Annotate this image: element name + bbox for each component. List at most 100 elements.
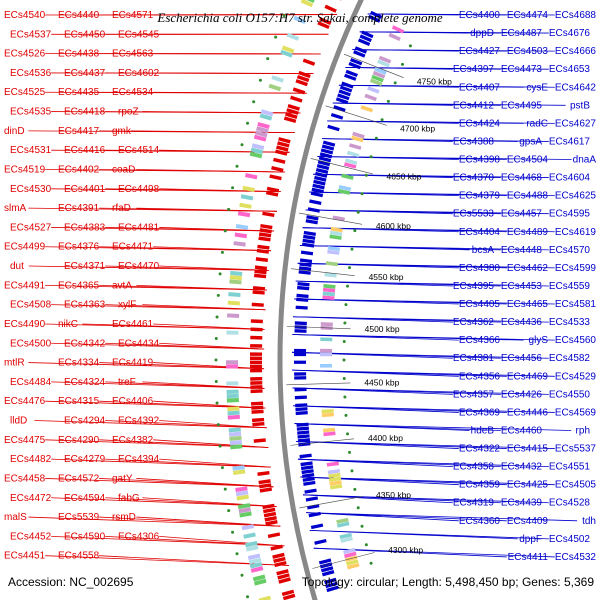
forward-gene-label[interactable]: ECs4279	[64, 454, 106, 465]
forward-gene-label[interactable]: ECs4500	[10, 338, 52, 349]
reverse-gene-label[interactable]: ECs4395	[453, 281, 495, 292]
reverse-gene-label[interactable]: ECs4595	[549, 209, 591, 220]
reverse-gene-label[interactable]: glyS	[529, 335, 549, 346]
forward-gene-label[interactable]: ECs4534	[112, 87, 154, 98]
reverse-gene-label[interactable]: ECs4397	[453, 64, 495, 75]
forward-gene-label[interactable]: ECs4536	[10, 68, 52, 79]
forward-gene-label[interactable]: ECs4540	[4, 10, 46, 21]
forward-gene-label[interactable]: avtA	[112, 280, 132, 291]
forward-gene-label[interactable]: ECs4572	[58, 473, 100, 484]
forward-gene-label[interactable]: ECs4451	[4, 551, 46, 562]
reverse-gene-label[interactable]: ECs4407	[459, 82, 501, 93]
forward-gene-label[interactable]: ECs4563	[112, 49, 154, 60]
forward-gene-label[interactable]: ECs5539	[58, 512, 100, 523]
forward-gene-label[interactable]: ECs4365	[58, 280, 100, 291]
forward-gene-label[interactable]: ECs4452	[10, 531, 52, 542]
reverse-gene-label[interactable]: ECs4360	[459, 516, 501, 527]
reverse-gene-label[interactable]: rph	[576, 425, 590, 436]
forward-gene-label[interactable]: gatY	[112, 473, 133, 484]
forward-gene-label[interactable]: ECs4376	[58, 242, 100, 253]
forward-gene-label[interactable]: ECs4418	[64, 107, 106, 118]
reverse-gene-label[interactable]: dppD	[470, 28, 494, 39]
forward-gene-label[interactable]: ECs4440	[58, 10, 100, 21]
forward-gene-label[interactable]: ECs4461	[112, 319, 154, 330]
reverse-gene-label[interactable]: ECs4426	[501, 389, 543, 400]
reverse-gene-label[interactable]: ECs5537	[555, 444, 597, 455]
reverse-gene-label[interactable]: ECs4439	[501, 498, 543, 509]
reverse-gene-label[interactable]: ECs4412	[453, 100, 495, 111]
reverse-gene-label[interactable]: ECs4468	[501, 173, 543, 184]
reverse-gene-label[interactable]: ECs4448	[501, 245, 543, 256]
reverse-gene-label[interactable]: ECs4379	[459, 191, 501, 202]
forward-gene-label[interactable]: lldD	[10, 416, 27, 427]
forward-gene-label[interactable]: ECs4514	[118, 145, 160, 156]
reverse-gene-label[interactable]: ECs4465	[507, 299, 549, 310]
reverse-gene-label[interactable]: ECs4460	[501, 425, 543, 436]
reverse-gene-label[interactable]: cysE	[526, 82, 548, 93]
forward-gene-label[interactable]: ECs4476	[4, 396, 46, 407]
forward-gene-label[interactable]: ECs4438	[58, 49, 100, 60]
forward-gene-label[interactable]: ECs4383	[64, 222, 106, 233]
forward-gene-label[interactable]: malS	[4, 512, 27, 523]
forward-gene-label[interactable]: ECs4371	[64, 261, 106, 272]
forward-gene-label[interactable]: treF	[118, 377, 136, 388]
reverse-gene-label[interactable]: ECs4362	[453, 317, 495, 328]
reverse-gene-label[interactable]: ECs4532	[555, 552, 597, 563]
forward-gene-label[interactable]: ECs4401	[64, 184, 106, 195]
forward-gene-label[interactable]: ECs4545	[118, 29, 160, 40]
reverse-gene-label[interactable]: ECs4569	[555, 407, 597, 418]
reverse-gene-label[interactable]: ECs4529	[555, 371, 597, 382]
reverse-gene-label[interactable]: ECs4489	[507, 227, 549, 238]
reverse-gene-label[interactable]: ECs4405	[459, 299, 501, 310]
forward-gene-label[interactable]: ECs4450	[64, 29, 106, 40]
reverse-gene-label[interactable]: ECs4404	[459, 227, 501, 238]
forward-gene-label[interactable]: ECs4417	[58, 126, 100, 137]
reverse-gene-label[interactable]: ECs4400	[459, 10, 501, 21]
forward-gene-label[interactable]: ECs4527	[10, 222, 52, 233]
forward-gene-label[interactable]: ECs4382	[112, 435, 154, 446]
reverse-gene-label[interactable]: ECs4551	[549, 462, 591, 473]
forward-gene-label[interactable]: dut	[10, 261, 24, 272]
forward-gene-label[interactable]: ECs4482	[10, 454, 52, 465]
forward-gene-label[interactable]: ECs4306	[118, 531, 160, 542]
forward-gene-label[interactable]: nikC	[58, 319, 78, 330]
forward-gene-label[interactable]: ECs4471	[112, 242, 154, 253]
reverse-gene-label[interactable]: ECs4502	[549, 534, 591, 545]
reverse-gene-label[interactable]: gpsA	[519, 136, 542, 147]
forward-gene-label[interactable]: ECs4419	[112, 358, 154, 369]
reverse-gene-label[interactable]: ECs4488	[507, 191, 549, 202]
reverse-gene-label[interactable]: ECs4560	[555, 335, 597, 346]
forward-gene-label[interactable]: ECs4472	[10, 493, 52, 504]
reverse-gene-label[interactable]: ECs4436	[501, 317, 543, 328]
reverse-gene-label[interactable]: ECs4424	[459, 118, 501, 129]
reverse-gene-label[interactable]: ECs4415	[507, 444, 549, 455]
forward-gene-label[interactable]: ECs4294	[64, 416, 106, 427]
reverse-gene-label[interactable]: ECs4381	[453, 353, 495, 364]
forward-gene-label[interactable]: slmA	[4, 203, 27, 214]
forward-gene-label[interactable]: ECs4526	[4, 49, 46, 60]
reverse-gene-label[interactable]: ECs4688	[555, 10, 597, 21]
forward-gene-label[interactable]: ECs4334	[58, 358, 100, 369]
reverse-gene-label[interactable]: ECs4462	[507, 263, 549, 274]
reverse-gene-label[interactable]: ECs4599	[555, 263, 597, 274]
reverse-gene-label[interactable]: ECs4487	[501, 28, 543, 39]
forward-gene-label[interactable]: coaD	[112, 164, 135, 175]
forward-gene-label[interactable]: ECs4392	[118, 416, 160, 427]
reverse-gene-label[interactable]: ECs4642	[555, 82, 597, 93]
reverse-gene-label[interactable]: ECs4473	[501, 64, 543, 75]
reverse-gene-label[interactable]: pstB	[570, 100, 590, 111]
reverse-gene-label[interactable]: ECs4533	[549, 317, 591, 328]
reverse-gene-label[interactable]: ECs4366	[459, 335, 501, 346]
forward-gene-label[interactable]: dinD	[4, 126, 25, 137]
forward-gene-label[interactable]: gmk	[112, 126, 132, 137]
forward-gene-label[interactable]: ECs4590	[64, 531, 106, 542]
forward-gene-label[interactable]: ECs4437	[64, 68, 106, 79]
reverse-gene-label[interactable]: ECs4453	[501, 281, 543, 292]
reverse-gene-label[interactable]: bcsA	[472, 245, 495, 256]
reverse-gene-label[interactable]: ECs4456	[501, 353, 543, 364]
forward-gene-label[interactable]: ECs4508	[10, 300, 52, 311]
reverse-gene-label[interactable]: ECs4627	[555, 118, 597, 129]
forward-gene-label[interactable]: ECs4530	[10, 184, 52, 195]
forward-gene-label[interactable]: ECs4499	[4, 242, 46, 253]
reverse-gene-label[interactable]: ECs4505	[555, 480, 597, 491]
